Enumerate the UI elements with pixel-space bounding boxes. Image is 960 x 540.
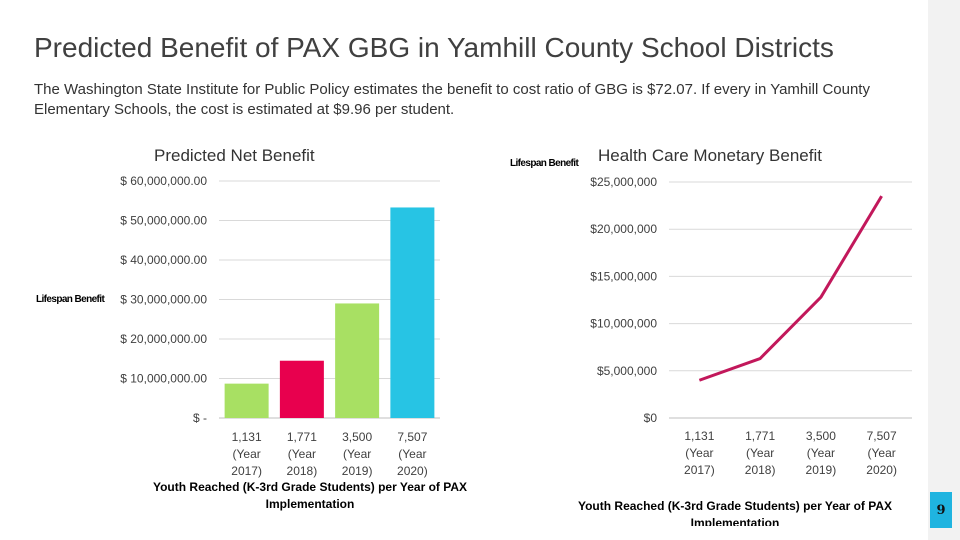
bar-chart-y-tick-label: $ 10,000,000.00: [120, 372, 207, 386]
line-chart-x-tick-label: 1,131 (Year 2017): [684, 429, 715, 477]
bar-chart-y-tick-label: $ -: [193, 411, 207, 425]
bar-chart-x-tick-label: 1,771 (Year 2018): [287, 430, 318, 478]
bar-chart-y-tick-label: $ 60,000,000.00: [120, 174, 207, 188]
bar-chart-title: Predicted Net Benefit: [154, 146, 315, 165]
line-chart-y-tick-label: $0: [644, 411, 658, 425]
slide-subtitle: The Washington State Institute for Publi…: [34, 81, 870, 118]
bar-chart-y-tick-label: $ 30,000,000.00: [120, 293, 207, 307]
line-chart-y-tick-label: $10,000,000: [590, 317, 657, 331]
bar-chart-x-axis-label: Youth Reached (K-3rd Grade Students) per…: [152, 480, 468, 511]
bar-chart-x-tick-label: 1,131 (Year 2017): [231, 430, 262, 478]
bar-chart-x-tick-label: 3,500 (Year 2019): [342, 430, 373, 478]
line-chart-y-tick-label: $15,000,000: [590, 269, 657, 283]
bar-chart-x-tick-label: 7,507 (Year 2020): [397, 430, 428, 478]
bar-chart-y-tick-label: $ 50,000,000.00: [120, 214, 207, 228]
line-chart-title: Health Care Monetary Benefit: [598, 146, 822, 165]
bar-chart-bar: [279, 360, 324, 418]
line-chart-series-line: [698, 195, 883, 382]
line-chart-y-tick-label: $25,000,000: [590, 175, 657, 189]
line-chart-x-tick-label: 1,771 (Year 2018): [745, 429, 776, 477]
bar-chart-bar: [224, 383, 269, 418]
line-chart-y-tick-label: $5,000,000: [597, 364, 657, 378]
line-chart-y-axis-label: Lifespan Benefit: [510, 158, 579, 169]
bar-chart-y-tick-label: $ 20,000,000.00: [120, 332, 207, 346]
line-chart-x-tick-label: 7,507 (Year 2020): [866, 429, 897, 477]
bar-chart-y-axis-label: Lifespan Benefit: [36, 294, 105, 305]
bar-chart-y-tick-label: $ 40,000,000.00: [120, 253, 207, 267]
bar-chart-bar: [335, 303, 380, 418]
slide-edge-strip: [928, 0, 960, 540]
page-number: 9: [930, 492, 952, 528]
slide-title: Predicted Benefit of PAX GBG in Yamhill …: [34, 32, 834, 63]
line-chart-x-tick-label: 3,500 (Year 2019): [806, 429, 837, 477]
bar-chart-bar: [390, 207, 435, 418]
line-chart-x-axis-label: Youth Reached (K-3rd Grade Students) per…: [577, 499, 893, 526]
line-chart-y-tick-label: $20,000,000: [590, 222, 657, 236]
